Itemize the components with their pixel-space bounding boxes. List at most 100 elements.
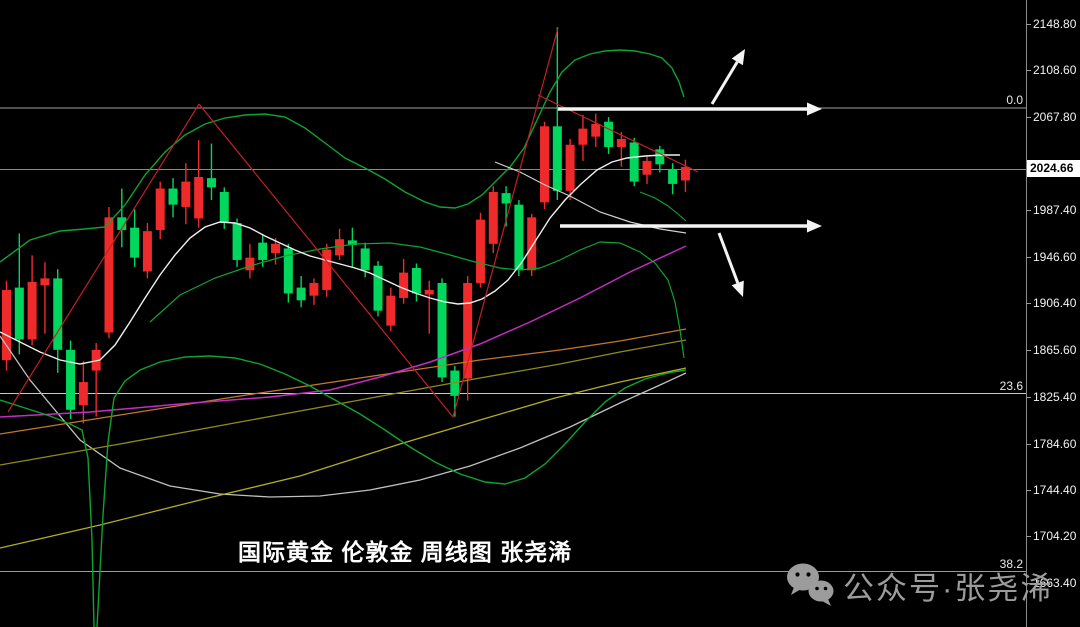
candle-up — [399, 258, 409, 304]
ma-gray-long — [0, 335, 687, 498]
candle-up — [40, 262, 50, 334]
axis-price-label: 1784.60 — [1033, 436, 1077, 451]
axis-tick — [1026, 117, 1031, 119]
candle-down — [258, 234, 268, 267]
bollinger-lower-b — [96, 355, 687, 627]
candle-down — [411, 263, 421, 302]
ma-orange — [0, 328, 687, 435]
chart-title: 国际黄金 伦敦金 周线图 张尧浠 — [238, 539, 573, 565]
candle-up — [540, 121, 550, 210]
axis-price-label: 1663.40 — [1033, 576, 1077, 591]
candle-up — [155, 181, 165, 240]
candle-down — [629, 137, 639, 187]
trend-down-1 — [198, 103, 454, 418]
axis-tick — [1026, 396, 1031, 398]
candle-up — [386, 287, 396, 332]
candle-up — [27, 255, 37, 346]
axis-price-label: 1825.40 — [1033, 389, 1077, 404]
axis-price-label: 1906.40 — [1033, 296, 1077, 311]
candle-down — [604, 117, 614, 154]
candle-up — [680, 159, 690, 192]
candle-down — [168, 178, 178, 218]
candle-down — [668, 163, 678, 195]
candle-up — [475, 212, 485, 288]
axis-price-label: 1744.40 — [1033, 482, 1077, 497]
candle-up — [424, 280, 434, 334]
axis-price-label: 1865.60 — [1033, 343, 1077, 358]
candle-up — [78, 361, 88, 424]
candle-up — [527, 213, 537, 277]
candle-up — [591, 113, 601, 148]
axis-tick — [1026, 70, 1031, 72]
current-price-tag: 2024.66 — [1027, 160, 1080, 177]
candle-down — [347, 227, 357, 267]
arrow-diagonal-down — [717, 232, 740, 284]
candle-up — [91, 342, 101, 417]
candle-down — [117, 188, 127, 248]
trend-up-2 — [452, 27, 559, 418]
candle-down — [552, 27, 562, 201]
axis-price-label: 1987.40 — [1033, 202, 1077, 217]
candle-down — [14, 233, 24, 355]
axis-tick — [1026, 536, 1031, 538]
candle-up — [104, 206, 114, 339]
candle-up — [194, 140, 204, 228]
candle-down — [655, 145, 665, 173]
axis-tick — [1026, 303, 1031, 305]
candle-up — [2, 280, 11, 371]
candle-up — [181, 163, 191, 225]
arrow-diagonal-up-head — [731, 49, 745, 66]
ma-white — [0, 154, 680, 365]
candle-up — [488, 186, 498, 254]
axis-tick — [1026, 350, 1031, 352]
axis-tick — [1026, 256, 1031, 258]
candle-up — [309, 278, 319, 305]
candle-up — [245, 243, 255, 279]
candle-up — [335, 228, 345, 260]
candle-up — [322, 243, 332, 297]
bollinger-upper — [0, 49, 685, 263]
candle-down — [283, 243, 293, 303]
axis-tick — [1026, 443, 1031, 445]
fib-label-0.0: 0.0 — [1006, 93, 1023, 107]
axis-price-label: 2067.80 — [1033, 110, 1077, 125]
fib-label-23.6: 23.6 — [999, 378, 1023, 393]
axis-price-label: 1946.60 — [1033, 249, 1077, 264]
axis-price-label: 2148.80 — [1033, 17, 1077, 31]
ma-green-short — [639, 191, 687, 222]
axis-tick — [1026, 24, 1031, 25]
axis-price-label: 1704.20 — [1033, 529, 1077, 544]
candle-down — [437, 278, 447, 383]
arrow-diagonal-up — [710, 61, 739, 105]
candle-down — [232, 218, 242, 267]
ma-green-mid — [149, 241, 685, 359]
fib-label-38.2: 38.2 — [999, 556, 1023, 571]
candle-up — [578, 114, 588, 161]
wechat-icon — [787, 563, 834, 606]
ma-olive1 — [0, 339, 687, 466]
ma-olive2 — [0, 367, 687, 549]
axis-tick — [1026, 583, 1031, 585]
candle-down — [53, 269, 63, 373]
ma-white-b — [494, 161, 687, 234]
candle-up — [463, 276, 473, 401]
axis-tick — [1026, 489, 1031, 491]
axis-tick — [1026, 209, 1031, 211]
arrow-diagonal-down-head — [731, 280, 744, 297]
arrow-right-lower-head — [807, 219, 822, 233]
axis-price-label: 2108.60 — [1033, 63, 1077, 78]
candle-down — [514, 200, 524, 277]
ma-magenta — [0, 245, 687, 418]
watermark-text: 公众号·张尧浠 — [843, 570, 1054, 606]
candle-up — [642, 156, 652, 184]
candle-down — [373, 261, 383, 317]
candle-down — [66, 340, 76, 419]
candles-layer — [2, 27, 690, 424]
candle-up — [616, 132, 626, 167]
bollinger-lower-a — [0, 399, 95, 627]
candle-up — [271, 238, 281, 265]
trend-up-1 — [7, 103, 200, 413]
candle-down — [296, 276, 306, 308]
